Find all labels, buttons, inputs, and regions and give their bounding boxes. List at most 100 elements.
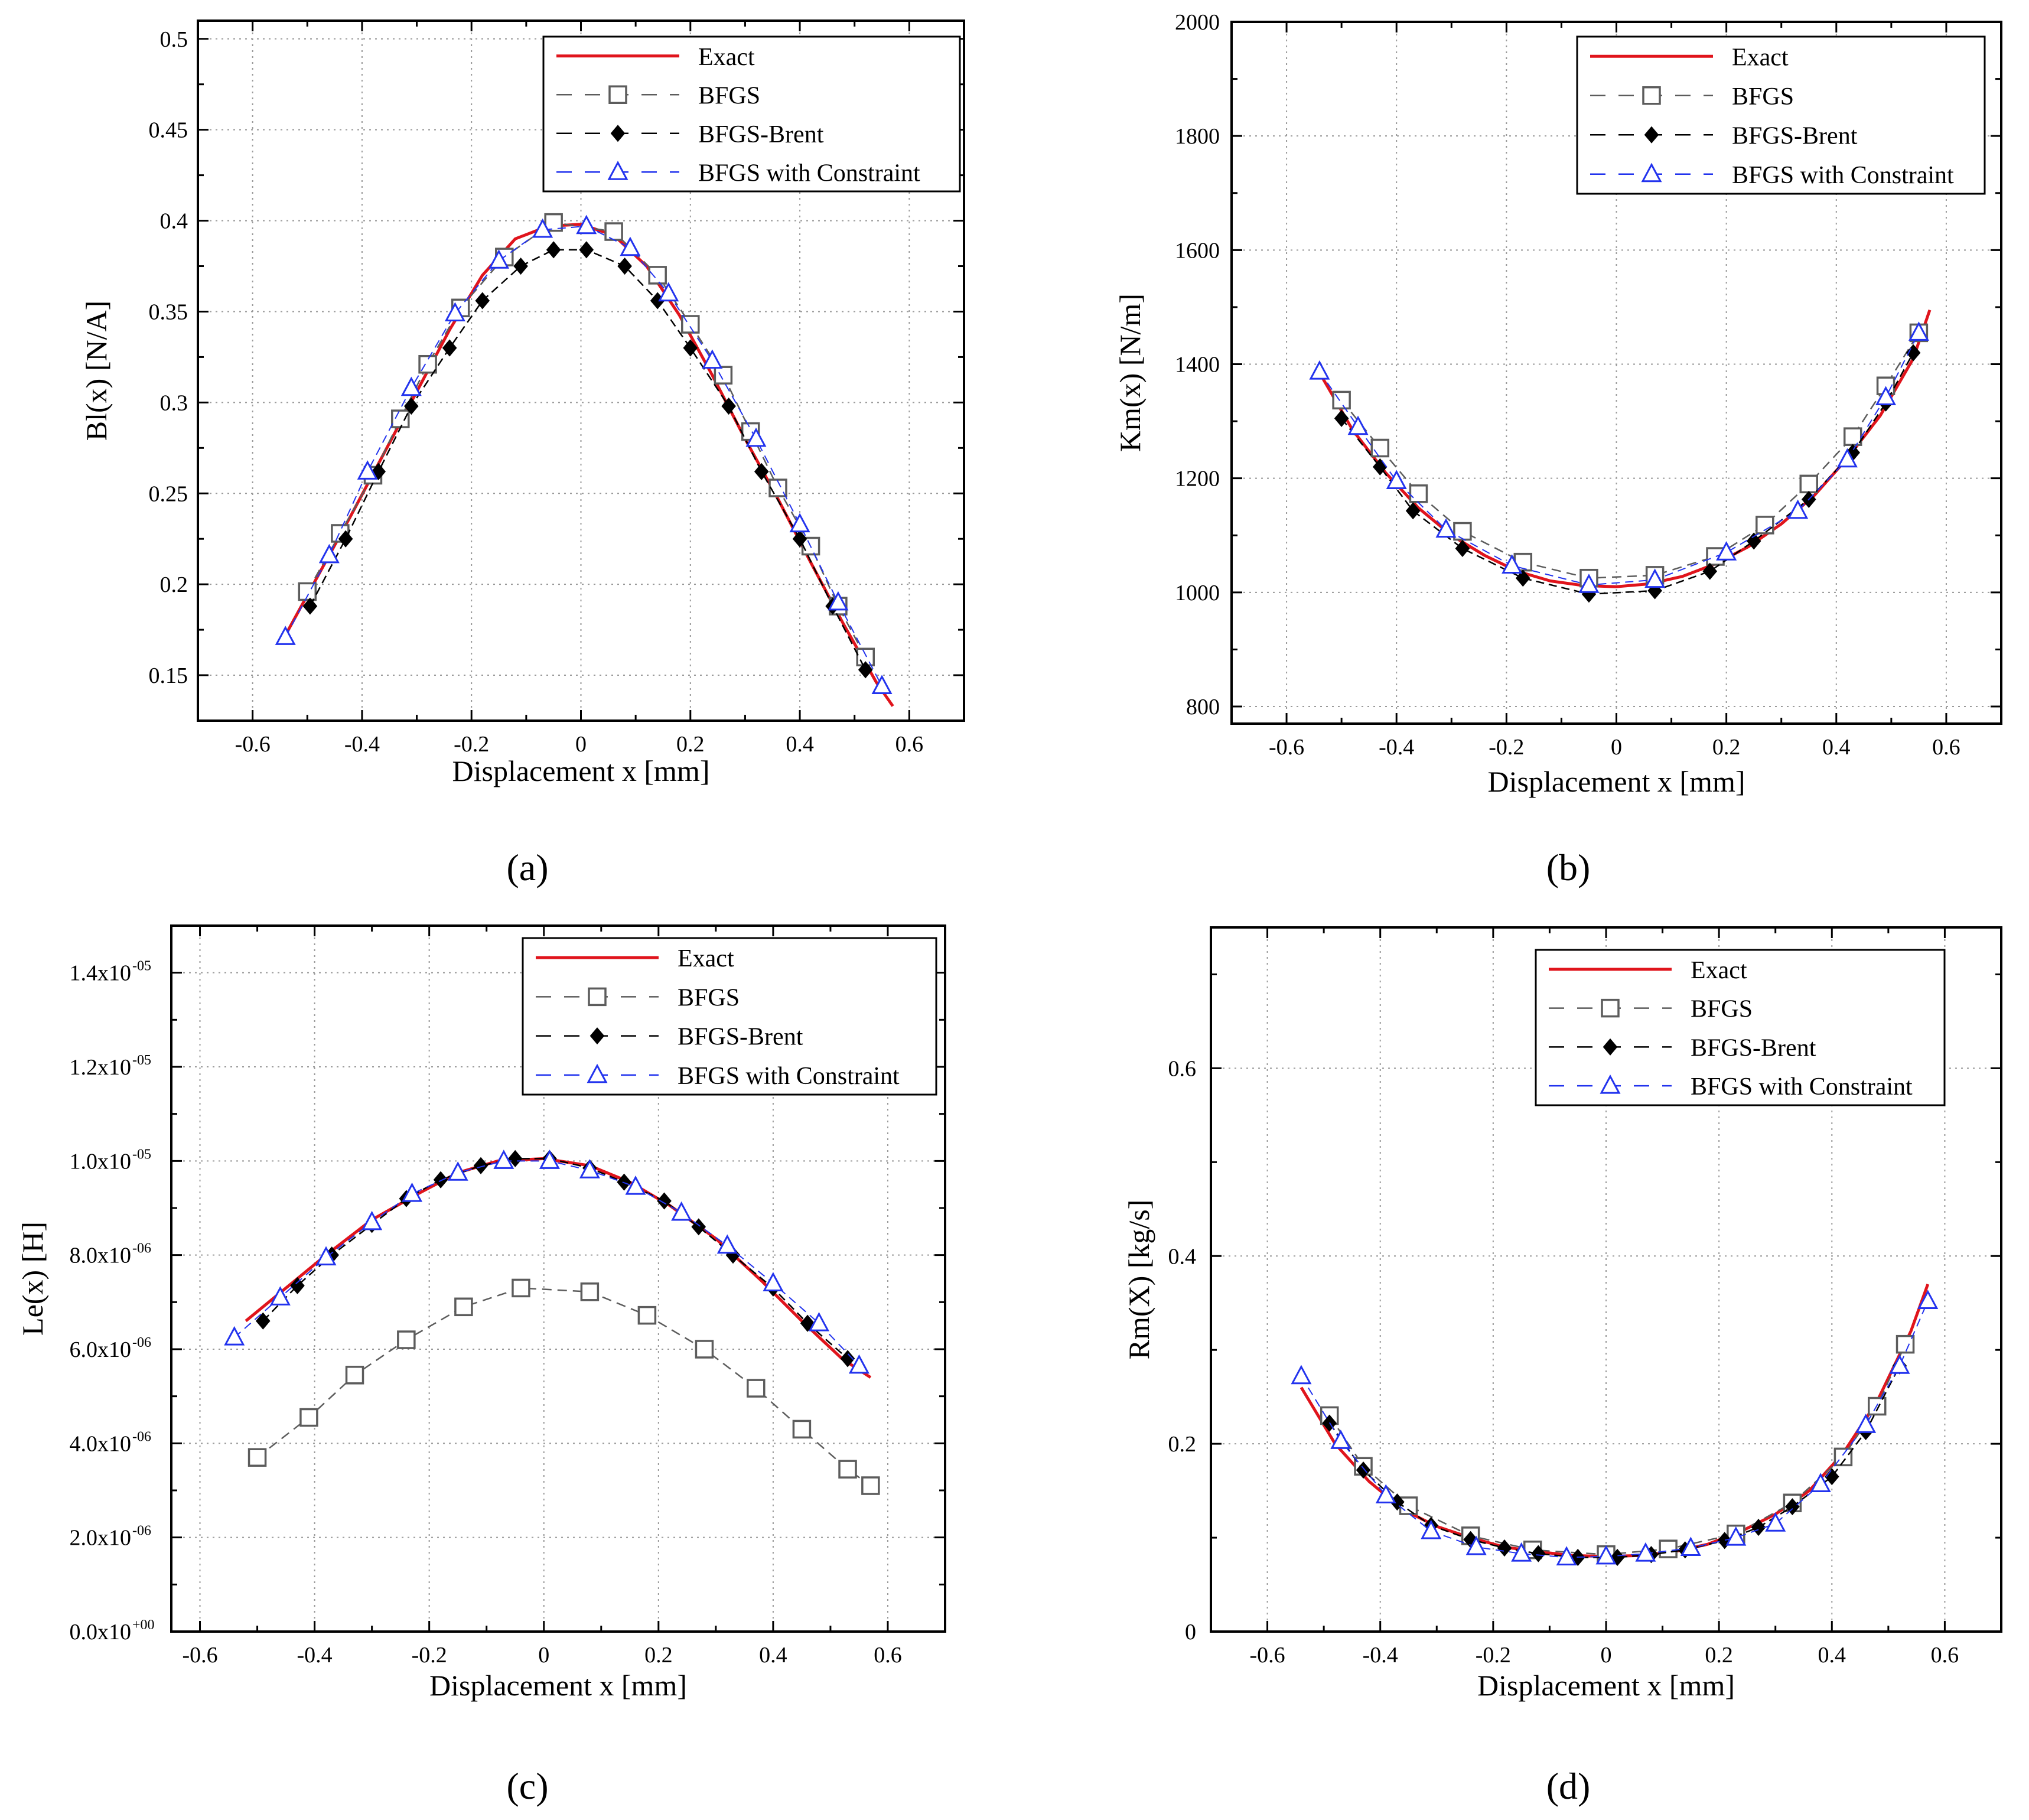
diamond-series-line [262,1158,848,1359]
diamond-marker [657,1192,672,1210]
diamond-marker [1644,126,1659,144]
triangle-marker [1917,1290,1939,1310]
y-tick-label: 1400 [1175,353,1220,377]
series-bfgs [1320,1334,1915,1564]
square-marker [299,1408,318,1427]
panel-caption: (a) [506,846,548,888]
diamond-marker [1455,539,1470,558]
triangle-marker [1644,568,1666,588]
legend: Exact BFGS BFGS-Brent BFGS with Constraint [1576,35,1986,195]
diamond-marker [442,339,457,357]
triangle-marker [1309,360,1330,380]
triangle-marker [402,1182,423,1202]
y-tick-exponent: -06 [132,1241,151,1256]
y-tick-exponent: -06 [132,1335,151,1350]
y-tick-exponent: -05 [132,1147,151,1162]
square-marker [247,1448,267,1467]
series-bfgs-brent [1322,1357,1907,1566]
triangle-marker [579,1159,600,1178]
triangle-marker [1908,321,1929,341]
x-tick-label: 0.4 [786,732,814,757]
x-axis-title: Displacement x [mm] [452,754,710,787]
square-marker [1756,516,1774,535]
series-bfgs-brent [1334,344,1921,603]
legend-label: BFGS [698,82,760,109]
y-tick-exponent: -06 [132,1429,151,1444]
triangle-marker [1556,1546,1577,1565]
y-tick-label: 0.4 [160,209,188,234]
square-marker [1453,522,1472,541]
x-tick-label: -0.4 [344,732,380,757]
square-marker [391,409,410,428]
legend-label: Exact [1691,957,1747,984]
triangle-marker [1725,1526,1747,1546]
triangle-marker [275,626,296,645]
triangle-marker [532,218,553,238]
x-axis-title: Displacement x [mm] [1477,1669,1735,1702]
triangle-marker [1386,470,1407,490]
x-tick-label: -0.6 [1249,1643,1285,1668]
legend-box [1576,35,1986,195]
triangle-marker [361,1210,383,1230]
triangle-marker [809,1312,830,1331]
y-tick-label: 0.2 [1168,1432,1197,1457]
square-marker [345,1366,364,1385]
y-tick-exponent: -06 [132,1523,151,1539]
exact-line [1318,309,1932,588]
legend-label: Exact [1732,44,1789,71]
triangle-marker [1578,574,1600,593]
plot-frame [170,924,946,1633]
legend-box [522,937,937,1096]
diamond-series-line [1341,352,1914,595]
square-marker [1896,1334,1915,1354]
y-tick-label: 0.4 [1168,1244,1197,1269]
diamond-marker [1515,569,1530,587]
diamond-marker [792,530,807,548]
legend-label: BFGS-Brent [698,121,824,148]
triangle-marker [1810,1473,1831,1492]
y-axis-title: Le(x) [H] [16,1222,49,1336]
x-tick-label: 0.6 [895,732,924,757]
x-tick-label: 0.2 [1705,1643,1733,1668]
triangle-marker [357,460,378,480]
diamond-marker [1334,409,1349,427]
series-bfgs [298,213,875,667]
y-tick-label: 0.2 [160,572,188,597]
square-marker [604,222,623,241]
diamond-marker [290,1277,305,1294]
legend: Exact BFGS BFGS-Brent BFGS with Constraint [542,35,961,193]
triangle-marker [871,675,893,695]
square-marker [637,1305,657,1325]
x-tick-label: -0.4 [1379,735,1414,760]
triangle-marker [620,236,641,256]
square-marker [861,1476,880,1495]
x-tick-label: 0 [1611,735,1622,760]
y-tick-label: 1000 [1175,581,1220,605]
square-marker [580,1282,600,1301]
triangle-marker [1765,1512,1786,1532]
legend: Exact BFGS BFGS-Brent BFGS with Constraint [522,937,937,1096]
triangle-marker [1600,1074,1621,1094]
x-tick-label: -0.6 [1269,735,1304,760]
triangle-marker [745,427,767,447]
triangle-marker [447,1161,468,1181]
triangle-marker [1595,1545,1617,1565]
diamond-marker [403,397,419,415]
diamond-marker [721,397,736,415]
triangle-marker [702,349,723,369]
diamond-marker [1603,1038,1618,1056]
y-tick-label: 0.3 [160,390,188,415]
triangle-marker [1375,1484,1396,1504]
chart-panel-1: -0.6 -0.4 -0.2 0 0.2 0.4 0.6 0.15 0.2 0.25 0.3 0.35… [80,19,965,888]
square-marker [695,1340,714,1359]
square-marker [1642,86,1661,105]
panel-caption: (d) [1546,1765,1591,1807]
triangle-marker [625,1175,646,1195]
triangle-marker [1330,1430,1351,1449]
diamond-marker [858,661,873,679]
series-bfgs-with-constraint [224,1150,869,1374]
triangle-marker [1347,415,1369,435]
y-axis-title: Bl(x) [N/A] [80,301,113,441]
legend-label: BFGS-Brent [678,1024,803,1051]
diamond-series-line [309,249,867,670]
